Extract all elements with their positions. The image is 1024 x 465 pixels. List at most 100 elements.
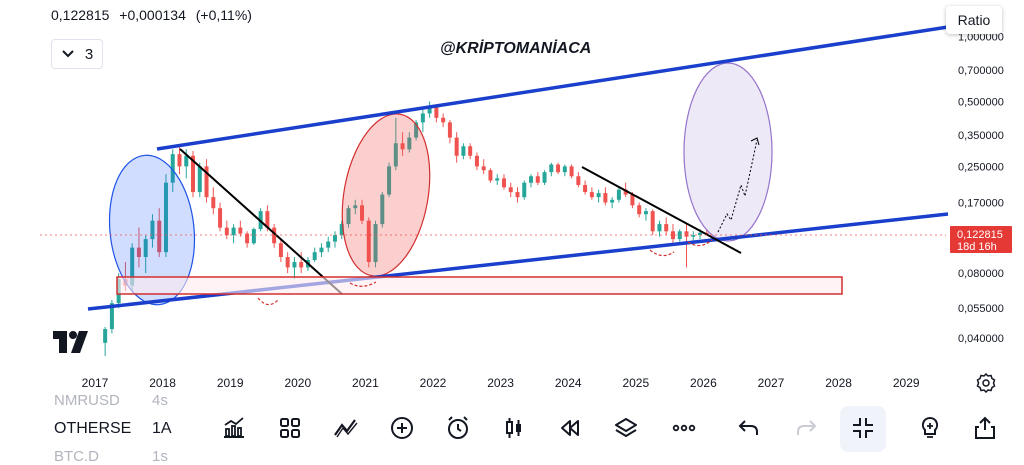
- candle: [143, 235, 148, 274]
- candle: [326, 236, 331, 253]
- candle-body: [468, 146, 473, 156]
- candle: [664, 217, 669, 236]
- candle: [495, 174, 500, 185]
- candle-body: [400, 143, 405, 150]
- candles-icon[interactable]: [500, 414, 528, 442]
- candle-body: [224, 227, 229, 236]
- candle-body: [698, 232, 703, 236]
- current-price-badge: 0,122815 18d 16h: [950, 226, 1012, 253]
- candle-body: [616, 189, 621, 200]
- drawings-icon[interactable]: [332, 414, 360, 442]
- indicators-icon[interactable]: [220, 414, 248, 442]
- candle-body: [285, 256, 290, 268]
- ratio-button[interactable]: Ratio: [946, 6, 1002, 34]
- candle-body: [393, 143, 398, 167]
- time-axis-label: 2024: [555, 376, 582, 390]
- candle: [224, 220, 229, 240]
- candle-body: [481, 166, 486, 171]
- candle-body: [434, 107, 439, 118]
- candle: [569, 164, 574, 179]
- candle: [339, 220, 344, 240]
- selected-tool-highlight: [840, 406, 886, 452]
- bottom-curve-2021: [349, 281, 377, 287]
- candle-body: [380, 194, 385, 225]
- candle-body: [508, 187, 513, 193]
- layers-icon[interactable]: [612, 414, 640, 442]
- candle: [218, 202, 223, 232]
- candle-body: [170, 154, 175, 183]
- candle-body: [495, 178, 500, 181]
- watchlist-item-active[interactable]: OTHERSE 1A: [54, 420, 172, 438]
- price-axis-label: 0,080000: [958, 268, 1004, 280]
- price-chart[interactable]: 1,000000 0,700000 0,500000 0,350000 0,250000…: [0, 0, 1024, 400]
- candle: [616, 187, 621, 203]
- candle-body: [373, 224, 378, 263]
- price-axis-label: 0,040000: [958, 333, 1004, 345]
- candle: [197, 162, 202, 198]
- candle-body: [177, 154, 182, 167]
- watchlist-interval: 1s: [152, 448, 168, 465]
- change-value: +0,000134: [119, 7, 186, 23]
- projection-path: [717, 139, 758, 233]
- candle: [251, 227, 256, 245]
- add-icon[interactable]: [388, 414, 416, 442]
- candle-body: [623, 189, 628, 195]
- share-icon[interactable]: [971, 414, 999, 442]
- candle: [488, 168, 493, 183]
- candle-body: [103, 329, 108, 343]
- candle-body: [238, 227, 243, 234]
- candle: [447, 120, 452, 144]
- candle-body: [231, 227, 236, 236]
- candle: [272, 224, 277, 248]
- candle-body: [556, 164, 561, 173]
- drawings-layer: [40, 25, 949, 311]
- candle: [549, 162, 554, 177]
- projection-arrow-head: [750, 137, 760, 146]
- candle-body: [414, 122, 419, 138]
- current-price-countdown: 18d 16h: [957, 241, 997, 253]
- candle: [373, 220, 378, 268]
- alert-icon[interactable]: [444, 414, 472, 442]
- candle-body: [664, 224, 669, 232]
- time-axis-label: 2025: [622, 376, 649, 390]
- candle-body: [704, 232, 709, 234]
- watchlist-item[interactable]: BTC.D 1s: [54, 448, 168, 465]
- watchlist-symbol: NMRUSD: [54, 392, 120, 409]
- candle: [468, 143, 473, 160]
- candle-body: [339, 224, 344, 236]
- indicator-toggle-button[interactable]: 3: [51, 39, 103, 69]
- bottom-curve-2019: [257, 297, 279, 306]
- candle-body: [650, 211, 655, 232]
- candle: [427, 101, 432, 118]
- candle: [542, 170, 547, 185]
- more-icon[interactable]: [670, 414, 698, 442]
- candle-body: [326, 241, 331, 248]
- candle: [657, 220, 662, 237]
- replay-icon[interactable]: [556, 414, 584, 442]
- time-axis: 2017 2018 2019 2020 2021 2022 2023 2024 2025 2026…: [82, 376, 920, 390]
- idea-icon[interactable]: [916, 414, 944, 442]
- candle-body: [630, 194, 635, 206]
- candle: [650, 209, 655, 236]
- change-percent: (+0,11%): [195, 7, 252, 23]
- watchlist-item[interactable]: NMRUSD 4s: [54, 392, 168, 409]
- layouts-icon[interactable]: [276, 414, 304, 442]
- candle-body: [211, 197, 216, 209]
- candle-body: [197, 166, 202, 193]
- candle-body: [150, 220, 155, 240]
- candle-body: [461, 146, 466, 156]
- candle: [529, 174, 534, 188]
- undo-icon[interactable]: [735, 414, 763, 442]
- candle-body: [278, 243, 283, 257]
- price-axis-label: 0,350000: [958, 130, 1004, 142]
- candle-body: [562, 166, 567, 173]
- candle-body: [677, 231, 682, 240]
- gear-icon[interactable]: [976, 373, 996, 393]
- collapse-icon[interactable]: [849, 414, 877, 442]
- candle: [204, 159, 209, 203]
- candle: [278, 239, 283, 263]
- candle: [407, 132, 412, 153]
- redo-icon[interactable]: [792, 414, 820, 442]
- candle: [610, 197, 615, 209]
- time-axis-label: 2022: [420, 376, 447, 390]
